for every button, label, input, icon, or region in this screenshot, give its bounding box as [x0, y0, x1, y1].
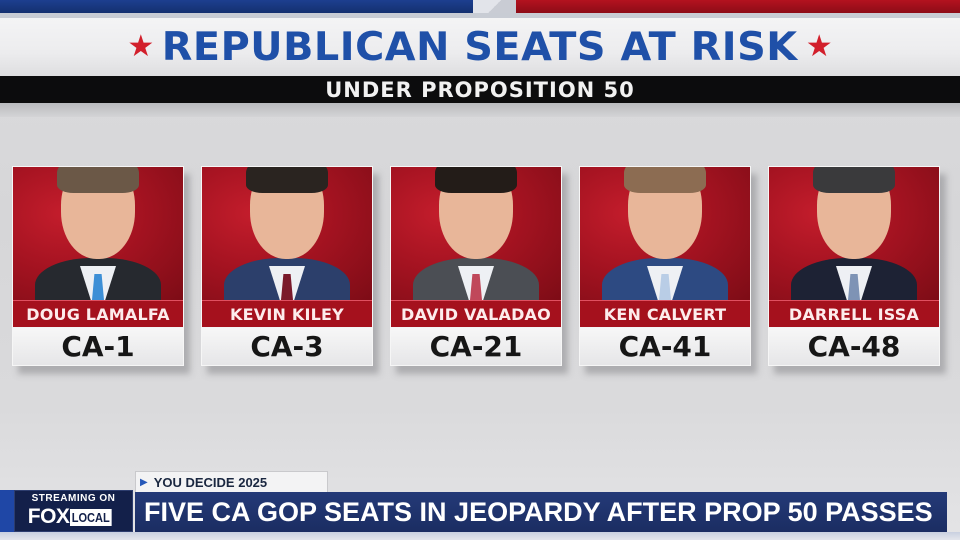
- candidate-name: DARRELL ISSA: [769, 300, 939, 327]
- segment-tag: ▶ YOU DECIDE 2025: [135, 471, 328, 492]
- hair-shape: [624, 167, 706, 193]
- candidate-photo: [580, 167, 750, 300]
- tie-shape: [470, 274, 482, 300]
- hair-shape: [813, 167, 895, 193]
- headline-bar: FIVE CA GOP SEATS IN JEOPARDY AFTER PROP…: [135, 492, 947, 532]
- hair-shape: [435, 167, 517, 193]
- top-color-bar: [0, 0, 960, 18]
- candidate-card: KEVIN KILEY CA-3: [201, 166, 373, 366]
- tie-shape: [281, 274, 293, 300]
- candidate-district: CA-48: [769, 328, 939, 365]
- candidate-card: DAVID VALADAO CA-21: [390, 166, 562, 366]
- hair-shape: [57, 167, 139, 193]
- subtitle-shadow: [0, 103, 960, 117]
- star-icon: ★: [127, 29, 155, 64]
- bottom-strip: [0, 532, 960, 540]
- candidate-name: DAVID VALADAO: [391, 300, 561, 327]
- candidate-card: DARRELL ISSA CA-48: [768, 166, 940, 366]
- title-band: ★ REPUBLICAN SEATS AT RISK ★: [0, 18, 960, 76]
- candidate-district: CA-41: [580, 328, 750, 365]
- hair-shape: [246, 167, 328, 193]
- candidate-name: KEN CALVERT: [580, 300, 750, 327]
- ticker-edge: [0, 490, 14, 532]
- candidate-cards: DOUG LAMALFA CA-1 KEVIN KILEY CA-3 DAVID…: [12, 166, 952, 368]
- tie-shape: [659, 274, 671, 300]
- candidate-photo: [202, 167, 372, 300]
- candidate-card: KEN CALVERT CA-41: [579, 166, 751, 366]
- fox-local-logo: FOX LOCAL: [28, 505, 119, 529]
- tie-shape: [848, 274, 860, 300]
- candidate-photo: [391, 167, 561, 300]
- tie-shape: [92, 274, 104, 300]
- candidate-photo: [769, 167, 939, 300]
- top-divider-stripe: [473, 0, 516, 13]
- graphic-title: REPUBLICAN SEATS AT RISK: [162, 24, 798, 70]
- star-icon: ★: [805, 29, 833, 64]
- candidate-district: CA-3: [202, 328, 372, 365]
- candidate-photo: [13, 167, 183, 300]
- candidate-card: DOUG LAMALFA CA-1: [12, 166, 184, 366]
- top-red-stripe: [516, 0, 960, 13]
- streaming-label: STREAMING ON: [31, 493, 116, 504]
- subtitle-band: UNDER PROPOSITION 50: [0, 76, 960, 103]
- top-blue-stripe: [0, 0, 473, 13]
- candidate-name: DOUG LAMALFA: [13, 300, 183, 327]
- candidate-name: KEVIN KILEY: [202, 300, 372, 327]
- headline-text: FIVE CA GOP SEATS IN JEOPARDY AFTER PROP…: [144, 496, 933, 527]
- play-arrow-icon: ▶: [140, 476, 148, 488]
- candidate-district: CA-21: [391, 328, 561, 365]
- local-wordmark: LOCAL: [70, 508, 112, 526]
- candidate-district: CA-1: [13, 328, 183, 365]
- graphic-subtitle: UNDER PROPOSITION 50: [325, 77, 635, 102]
- network-logo: STREAMING ON FOX LOCAL: [14, 490, 133, 532]
- fox-wordmark: FOX: [27, 505, 70, 528]
- segment-tag-text: YOU DECIDE 2025: [153, 474, 268, 490]
